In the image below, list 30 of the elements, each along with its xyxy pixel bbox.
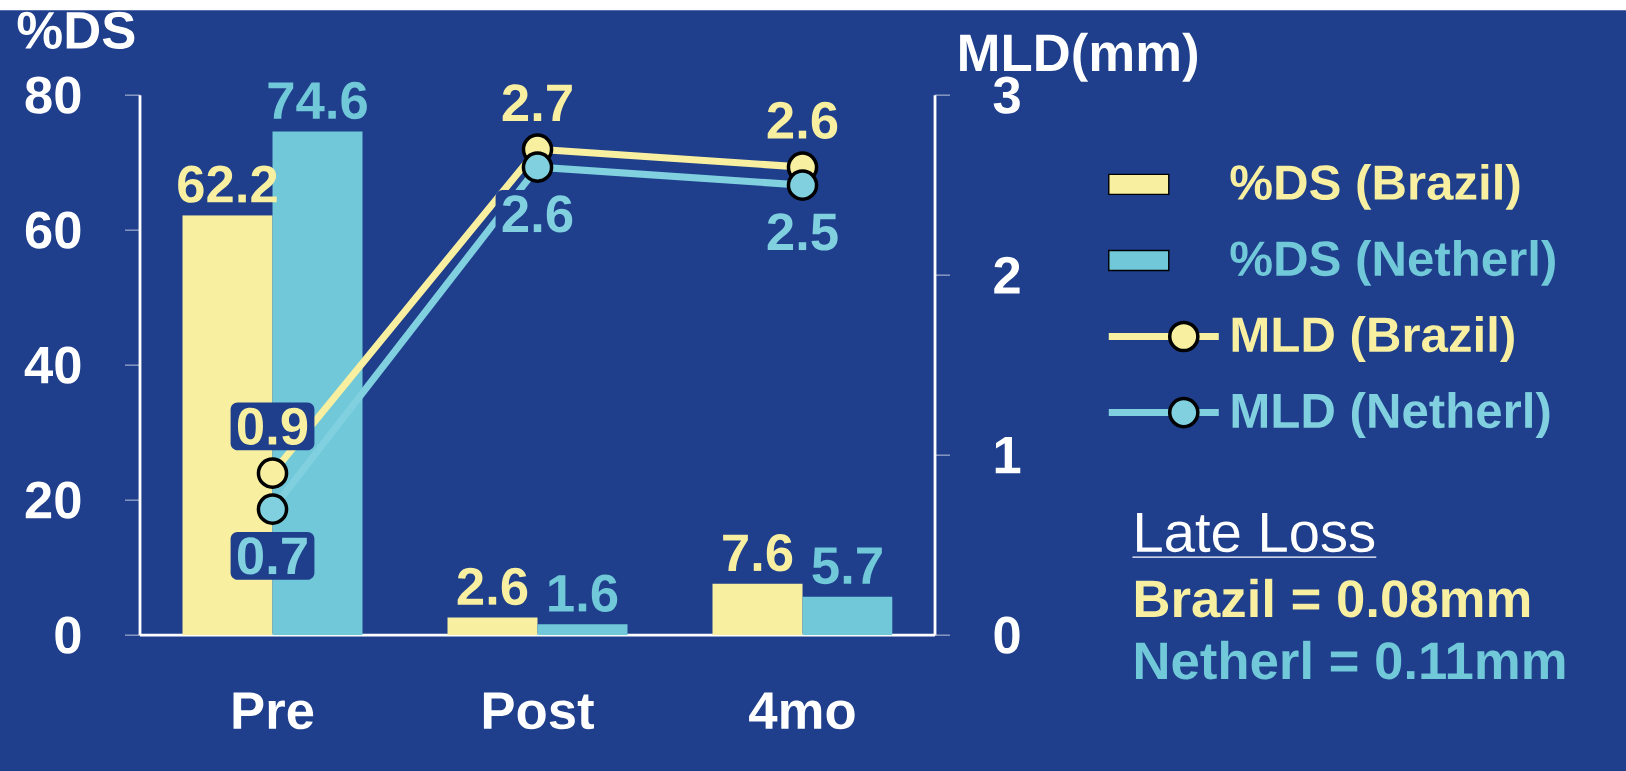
- y-axis-title: %DS: [17, 11, 135, 49]
- data-label: 5.7: [812, 547, 882, 585]
- data-label: 2.7: [502, 84, 572, 121]
- x-tick-label: Pre: [233, 692, 314, 730]
- data-label: 1.6: [549, 574, 618, 612]
- data-label: 7.6: [723, 534, 793, 572]
- data-label: 0.9: [237, 407, 308, 445]
- text: Brazil = 0.08mm: [1135, 578, 1530, 618]
- x-tick-label: Post: [483, 692, 594, 730]
- legend-label: %DS (Netherl): [1230, 239, 1555, 286]
- legend-label: %DS (Brazil): [1230, 163, 1520, 210]
- y-tick-label: 20: [25, 481, 81, 519]
- y2-tick-label: 2: [994, 256, 1020, 294]
- data-label: 2.6: [767, 101, 838, 139]
- y-tick-label: 0: [55, 616, 81, 654]
- x-tick-label: 4mo: [749, 692, 855, 730]
- data-label: 74.6: [268, 81, 367, 120]
- y2-tick-label: 0: [994, 616, 1020, 654]
- data-label: 2.6: [457, 567, 528, 606]
- legend-label: MLD (Brazil): [1232, 315, 1514, 362]
- y-tick-label: 80: [25, 76, 81, 114]
- legend-label: MLD (Netherl): [1232, 392, 1550, 438]
- data-label: 0.7: [237, 537, 307, 575]
- text: Late Loss: [1137, 512, 1375, 553]
- data-label: 2.5: [767, 213, 838, 251]
- y-tick-label: 40: [24, 346, 81, 384]
- text: Netherl = 0.11mm: [1135, 640, 1565, 680]
- data-label: 2.6: [502, 195, 573, 233]
- y-tick-label: 60: [25, 211, 81, 249]
- y2-tick-label: 1: [995, 436, 1021, 474]
